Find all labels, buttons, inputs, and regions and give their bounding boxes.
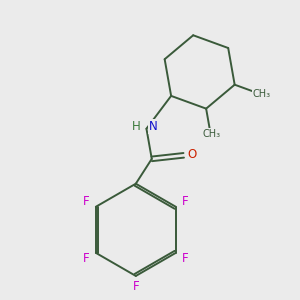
Text: N: N	[148, 120, 157, 134]
Text: F: F	[182, 195, 188, 208]
Text: F: F	[83, 195, 90, 208]
Text: CH₃: CH₃	[202, 129, 220, 139]
Text: F: F	[182, 252, 188, 265]
Text: F: F	[83, 252, 90, 265]
Text: H: H	[132, 120, 141, 134]
Text: O: O	[187, 148, 196, 161]
Text: CH₃: CH₃	[253, 88, 271, 99]
Text: F: F	[133, 280, 139, 293]
